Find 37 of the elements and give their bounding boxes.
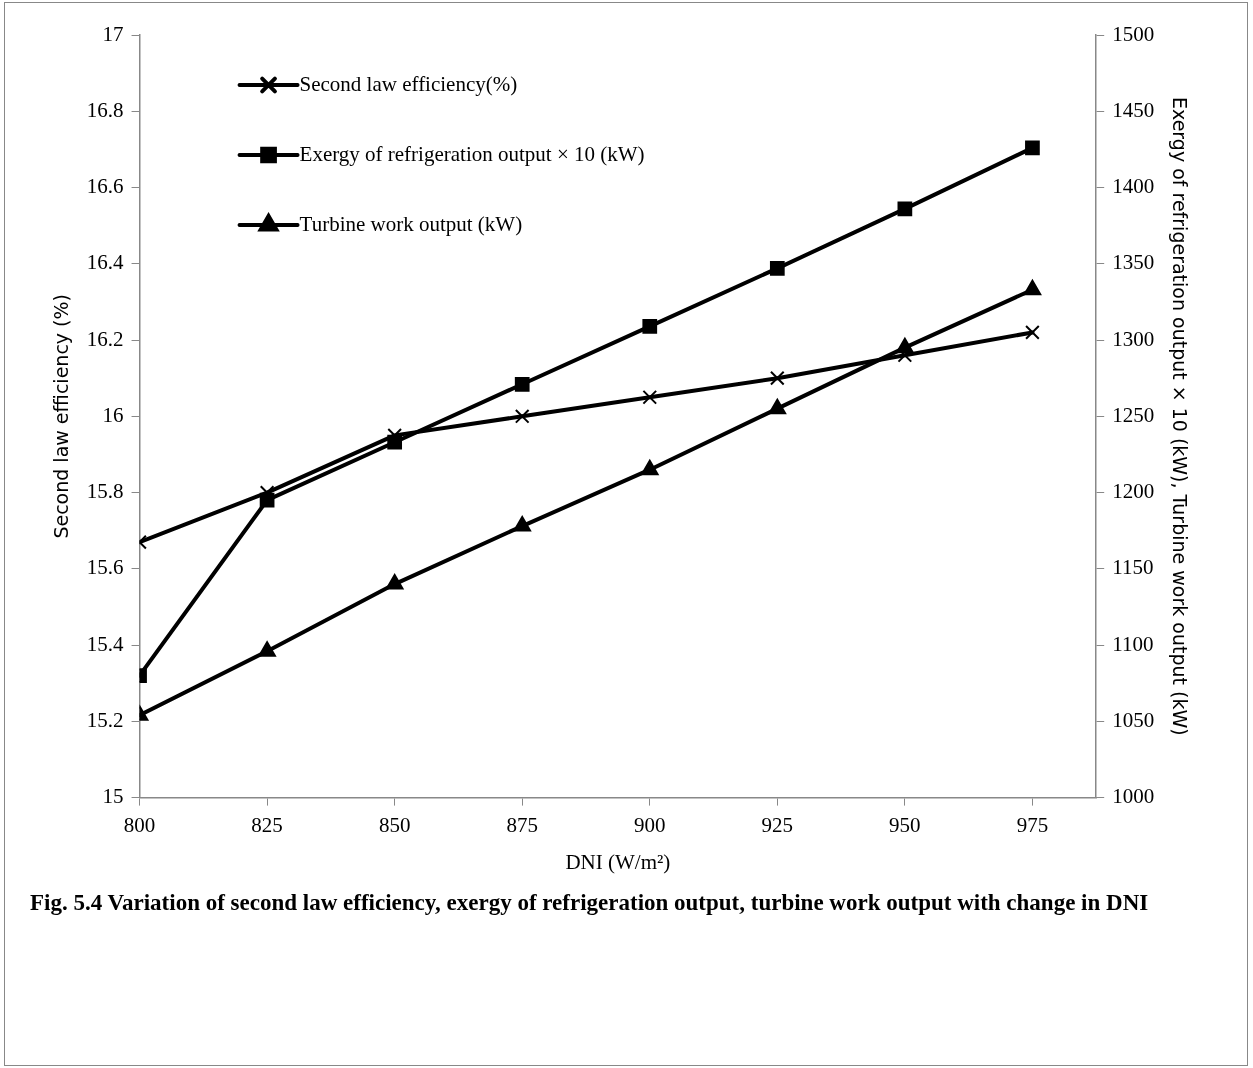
y-tick-label: 16.4	[86, 250, 125, 275]
legend-label: Turbine work output (kW)	[299, 211, 523, 236]
y2-tick-label: 1400	[1112, 174, 1155, 199]
y-axis-title: Second law efficiency (%)	[50, 294, 73, 539]
x-axis-title: DNI (W/m²)	[565, 849, 671, 874]
y2-tick-label: 1150	[1112, 555, 1154, 580]
y-tick-label: 15.6	[86, 555, 124, 580]
y2-tick-label: 1350	[1112, 250, 1155, 275]
y2-tick-label: 1450	[1112, 97, 1155, 122]
y2-tick-label: 1200	[1112, 479, 1155, 504]
y-tick-label: 15.2	[86, 707, 124, 732]
legend-label: Second law efficiency(%)	[299, 71, 518, 96]
y2-axis-title: Exergy of refrigeration output × 10 (kW), Turbine work output (kW)	[1168, 96, 1191, 736]
x-tick-label: 825	[251, 812, 283, 837]
y2-tick-label: 1000	[1112, 784, 1155, 809]
y-tick-label: 17	[102, 21, 124, 46]
x-tick-label: 875	[506, 812, 538, 837]
x-tick-label: 950	[889, 812, 921, 837]
y-tick-label: 16	[102, 402, 124, 427]
legend-label: Exergy of refrigeration output × 10 (kW)	[299, 141, 645, 166]
x-tick-label: 925	[761, 812, 794, 837]
y-tick-label: 16.6	[86, 174, 124, 199]
y2-tick-label: 1500	[1112, 21, 1155, 46]
x-tick-label: 850	[378, 812, 411, 837]
y2-tick-label: 1250	[1112, 402, 1155, 427]
y-tick-label: 15.4	[86, 631, 125, 656]
x-tick-label: 975	[1016, 812, 1049, 837]
y-tick-label: 16.8	[86, 97, 124, 122]
y2-tick-label: 1050	[1112, 707, 1155, 732]
y-tick-label: 15	[102, 784, 124, 809]
y-tick-label: 15.8	[86, 479, 124, 504]
y2-tick-label: 1100	[1112, 631, 1154, 656]
x-tick-label: 800	[123, 812, 156, 837]
caption: Fig. 5.4 Variation of second law efficiency, exergy of refrigeration output, turbine work output with change in DNI	[30, 889, 1150, 917]
x-tick-label: 900	[634, 812, 666, 837]
y2-tick-label: 1300	[1112, 326, 1155, 351]
y-tick-label: 16.2	[86, 326, 124, 351]
